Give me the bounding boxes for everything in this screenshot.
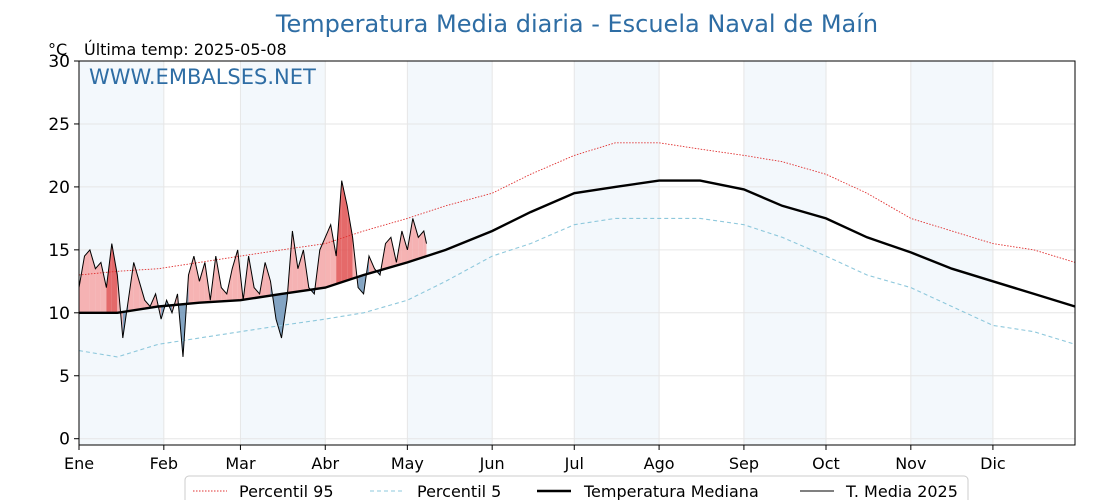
fill-above-median	[412, 218, 419, 261]
fill-above-median	[111, 243, 118, 313]
fill-above-median	[407, 218, 413, 263]
y-tick-label: 5	[59, 367, 70, 387]
chart-title: Temperatura Media diaria - Escuela Naval…	[275, 10, 878, 38]
fill-above-median	[341, 180, 348, 283]
series-line-median	[79, 179, 1076, 314]
y-tick-label: 10	[48, 304, 70, 324]
fill-above-median	[347, 205, 353, 281]
fill-above-median	[297, 249, 304, 292]
fill-above-median	[188, 256, 194, 304]
x-tick-label: Ene	[64, 454, 94, 473]
last-reading-label: Última temp: 2025-05-08	[84, 40, 287, 59]
legend: Percentil 95 Percentil 5 Temperatura Media…	[184, 475, 969, 500]
plot-frame	[78, 60, 1076, 446]
y-tick-label: 20	[48, 178, 70, 198]
month-band	[574, 61, 660, 445]
fill-above-median	[325, 224, 331, 288]
fill-above-median	[100, 262, 107, 313]
unit-label: °C	[48, 40, 67, 59]
fill-above-median	[133, 262, 140, 311]
legend-label: Percentil 5	[417, 482, 501, 500]
fill-above-median	[319, 237, 326, 289]
series-line-percentil-95	[78, 142, 1076, 276]
legend-label: Temperatura Mediana	[583, 482, 759, 500]
x-tick-label: Ago	[644, 454, 675, 473]
x-tick-label: Feb	[150, 454, 178, 473]
legend-label: T. Media 2025	[845, 482, 958, 500]
month-bands	[79, 61, 993, 445]
legend-label: Percentil 95	[239, 482, 334, 500]
y-axis-ticks: 0 5 10 15 20 25 30	[48, 52, 79, 450]
month-band	[79, 61, 164, 445]
fill-above-median	[106, 243, 112, 313]
fill-above-median	[401, 231, 408, 264]
watermark: WWW.EMBALSES.NET	[89, 65, 316, 89]
fill-above-median	[193, 256, 200, 304]
y-tick-label: 15	[48, 241, 70, 261]
fill-above-median	[79, 256, 85, 313]
x-tick-label: Jul	[564, 454, 584, 473]
legend-box	[184, 475, 969, 500]
fill-below-median	[276, 293, 282, 338]
series-line-percentil-5	[78, 217, 1076, 358]
fill-above-median	[139, 281, 145, 310]
fill-above-median	[84, 249, 90, 313]
fill-above-median	[215, 256, 222, 302]
fill-above-median	[254, 287, 260, 299]
fill-above-median	[385, 237, 391, 269]
month-band	[743, 61, 826, 445]
fill-above-median	[232, 249, 238, 301]
x-tick-label: Dic	[980, 454, 1006, 473]
fill-above-median	[95, 262, 101, 313]
fill-above-median	[292, 231, 298, 293]
x-tick-label: Oct	[812, 454, 840, 473]
x-tick-label: Mar	[225, 454, 256, 473]
fill-above-median	[418, 231, 424, 259]
fill-above-median	[423, 231, 427, 257]
y-tick-label: 25	[48, 115, 70, 135]
series-line-2025	[78, 180, 427, 357]
x-tick-label: Sep	[729, 454, 759, 473]
fill-above-median	[336, 180, 342, 284]
x-tick-label: Nov	[895, 454, 926, 473]
fill-above-median	[221, 287, 227, 302]
series-lines	[78, 142, 1076, 358]
y-tick-label: 0	[59, 430, 70, 450]
x-axis-ticks: Ene Feb Mar Abr May Jun Jul Ago Sep Oct Nov Dic	[64, 445, 1006, 473]
x-tick-label: Abr	[311, 454, 339, 473]
month-band	[240, 61, 326, 445]
fill-above-median	[265, 262, 271, 297]
fill-above-median	[330, 224, 337, 286]
y-tick-label: 30	[48, 52, 70, 72]
x-tick-label: Jun	[479, 454, 505, 473]
month-band	[910, 61, 993, 445]
fill-above-median	[199, 262, 205, 303]
x-tick-label: May	[391, 454, 424, 473]
